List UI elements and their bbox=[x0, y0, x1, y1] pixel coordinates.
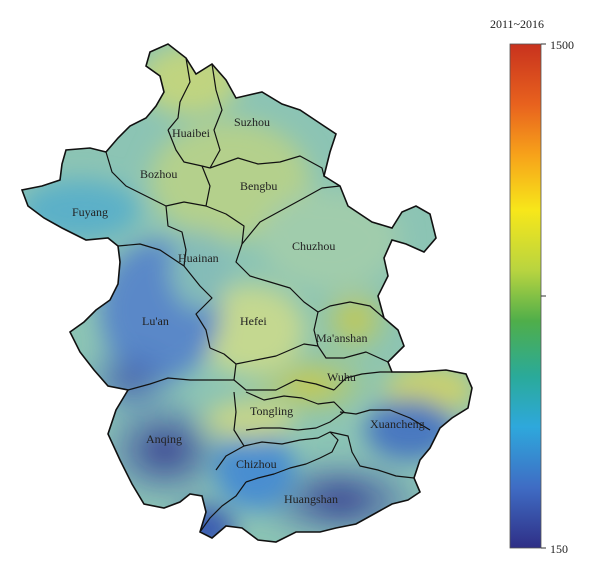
city-labels: Suzhou Huaibei Bozhou Bengbu Fuyang Chuz… bbox=[72, 115, 425, 506]
label-suzhou: Suzhou bbox=[234, 115, 270, 129]
label-tongling: Tongling bbox=[250, 404, 293, 418]
label-maanshan: Ma'anshan bbox=[316, 331, 367, 345]
label-bengbu: Bengbu bbox=[240, 179, 277, 193]
label-anqing: Anqing bbox=[146, 432, 182, 446]
legend: 2011~2016 1500 150 bbox=[490, 17, 574, 556]
label-huaibei: Huaibei bbox=[172, 126, 211, 140]
label-wuhu: Wuhu bbox=[327, 370, 356, 384]
label-huangshan: Huangshan bbox=[284, 492, 338, 506]
legend-max-label: 1500 bbox=[550, 38, 574, 52]
legend-color-bar bbox=[509, 43, 542, 549]
legend-min-label: 150 bbox=[550, 542, 568, 556]
prefecture-boundaries bbox=[105, 57, 431, 533]
label-fuyang: Fuyang bbox=[72, 205, 108, 219]
label-hefei: Hefei bbox=[240, 314, 267, 328]
label-huainan: Huainan bbox=[178, 251, 219, 265]
label-chuzhou: Chuzhou bbox=[292, 239, 335, 253]
label-xuancheng: Xuancheng bbox=[370, 417, 425, 431]
label-luan: Lu'an bbox=[142, 314, 169, 328]
label-chizhou: Chizhou bbox=[236, 457, 277, 471]
legend-title: 2011~2016 bbox=[490, 17, 544, 31]
label-bozhou: Bozhou bbox=[140, 167, 177, 181]
